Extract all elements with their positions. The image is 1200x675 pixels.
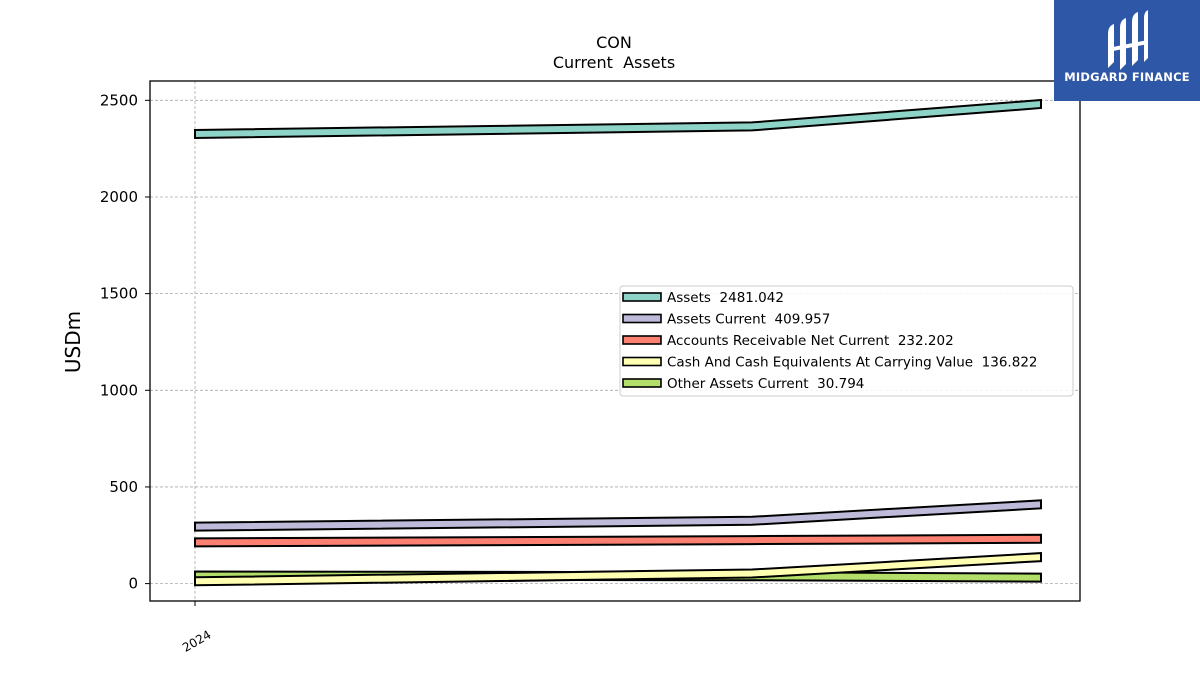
legend-label: Assets Current 409.957: [667, 312, 830, 328]
legend-swatch: [622, 313, 662, 324]
y-tick-label: 1000: [100, 381, 138, 399]
axes: 0 500 1000 1500 2000 2500 2024: [100, 91, 214, 655]
series-band-1: [194, 499, 1042, 532]
legend-swatch: [622, 378, 662, 388]
y-axis-label: USDm: [61, 311, 85, 373]
plot-frame: [149, 80, 1081, 602]
y-tick-label: 2000: [100, 188, 138, 206]
legend-swatch: [622, 335, 662, 345]
logo: MIDGARD FINANCE: [1054, 0, 1200, 101]
grid-lines: [150, 81, 1080, 601]
legend-label: Other Assets Current 30.794: [667, 376, 864, 392]
x-tick-label: 2024: [180, 627, 213, 654]
legend-swatch: [622, 356, 662, 367]
legend-swatch: [622, 292, 662, 302]
y-tick-label: 0: [128, 575, 138, 593]
legend-label: Accounts Receivable Net Current 232.202: [667, 333, 954, 349]
y-tick-label: 500: [109, 478, 138, 496]
series-band-2: [194, 533, 1042, 548]
legend-label: Assets 2481.042: [667, 290, 784, 306]
legend-label: Cash And Cash Equivalents At Carrying Va…: [667, 355, 1038, 371]
y-tick-label: 2500: [100, 91, 138, 109]
series-layer: [194, 98, 1042, 587]
legend-box: [619, 285, 1074, 397]
series-band-0: [194, 98, 1042, 139]
chart-subtitle: Current Assets: [553, 53, 675, 72]
logo-mark-icon: [1108, 10, 1148, 70]
series-band-3: [194, 552, 1042, 587]
chart-title: CON: [596, 33, 632, 52]
logo-text: MIDGARD FINANCE: [1064, 70, 1190, 84]
legend: Assets 2481.042 Assets Current 409.957 Acc…: [619, 285, 1074, 397]
y-tick-label: 1500: [100, 285, 138, 303]
